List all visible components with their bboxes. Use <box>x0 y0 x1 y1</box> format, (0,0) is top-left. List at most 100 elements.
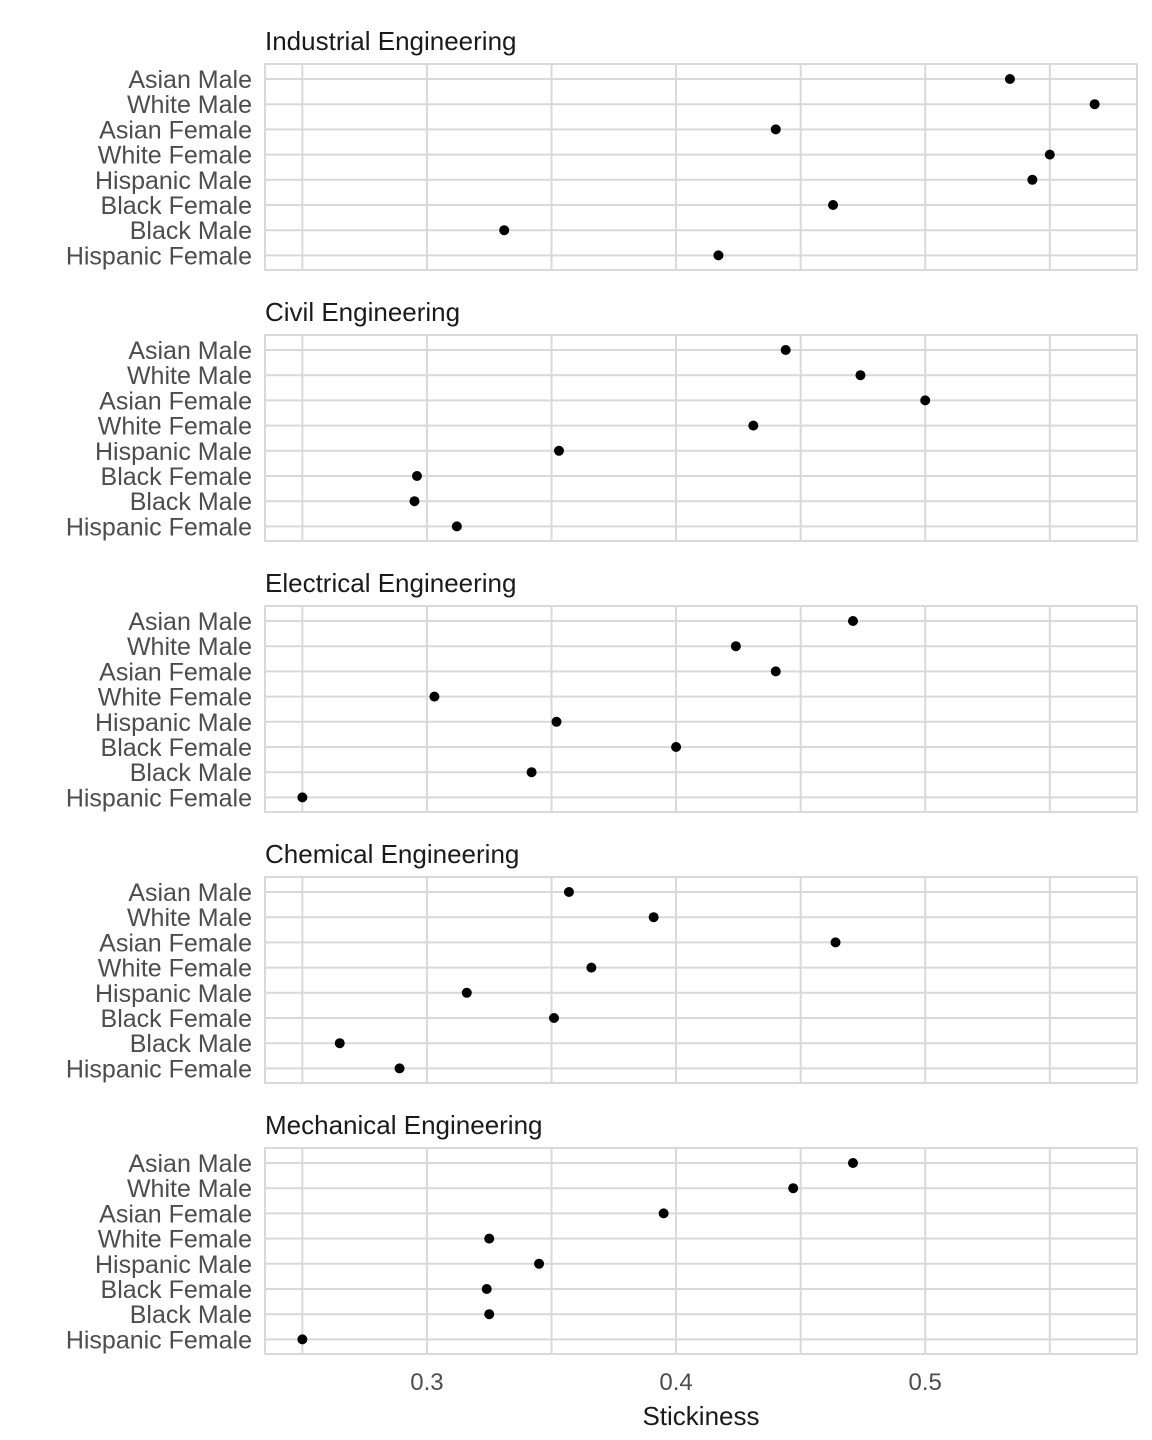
panel-title: Mechanical Engineering <box>265 1110 543 1140</box>
data-point <box>847 616 858 626</box>
category-label: Asian Male <box>128 608 252 636</box>
data-point <box>713 250 724 261</box>
category-label: White Male <box>127 1175 252 1203</box>
category-label: Black Female <box>101 192 252 220</box>
data-point <box>297 792 308 803</box>
category-label: Hispanic Male <box>95 167 252 195</box>
panel-frame <box>264 334 1138 542</box>
data-point <box>1044 149 1055 160</box>
panel-title: Chemical Engineering <box>265 839 519 869</box>
category-label: White Female <box>98 413 252 441</box>
category-label: Asian Male <box>128 337 252 365</box>
data-point <box>411 471 422 481</box>
panel-title: Industrial Engineering <box>265 26 517 56</box>
category-label: Hispanic Female <box>66 784 252 812</box>
category-label: Hispanic Male <box>95 709 252 737</box>
panel-title: Electrical Engineering <box>265 568 516 598</box>
data-point <box>429 691 440 702</box>
data-point <box>484 1233 495 1244</box>
category-label: Hispanic Female <box>66 513 252 541</box>
category-label: Black Female <box>101 734 252 762</box>
category-label: White Male <box>127 633 252 661</box>
category-label: Asian Female <box>99 929 252 957</box>
category-label: Black Female <box>101 1005 252 1033</box>
category-label: White Female <box>98 142 252 170</box>
category-label: Hispanic Female <box>66 242 252 270</box>
data-point <box>534 1258 545 1269</box>
data-point <box>671 742 682 752</box>
x-tick-label: 0.4 <box>659 1369 692 1396</box>
data-point <box>297 1334 308 1345</box>
category-label: Black Female <box>101 463 252 491</box>
data-point <box>394 1063 405 1074</box>
data-point <box>451 521 462 532</box>
data-point <box>461 987 472 998</box>
data-point <box>648 912 659 923</box>
data-point <box>1027 174 1038 185</box>
data-point <box>770 666 781 677</box>
x-axis: 0.3 0.4 0.5 <box>410 1369 942 1396</box>
data-point <box>770 124 781 135</box>
category-label: Black Female <box>101 1276 252 1304</box>
category-label: White Male <box>127 904 252 932</box>
data-point <box>780 345 791 355</box>
data-point <box>409 496 420 507</box>
data-point <box>847 1158 858 1168</box>
panel-frame <box>264 605 1138 813</box>
x-tick-label: 0.5 <box>909 1369 942 1396</box>
category-label: White Female <box>98 684 252 712</box>
data-point <box>481 1284 492 1294</box>
category-label: Black Male <box>130 759 252 787</box>
category-label: Asian Female <box>99 1200 252 1228</box>
category-label: Asian Female <box>99 658 252 686</box>
category-label: Asian Male <box>128 66 252 94</box>
data-point <box>586 962 597 973</box>
category-label: Black Male <box>130 1301 252 1329</box>
category-label: Asian Female <box>99 387 252 415</box>
data-point <box>748 420 759 431</box>
data-point <box>334 1038 345 1049</box>
category-label: White Female <box>98 1226 252 1254</box>
panel-title: Civil Engineering <box>265 297 460 327</box>
panel-frame <box>264 1147 1138 1355</box>
x-axis-title: Stickiness <box>642 1401 759 1431</box>
category-label: Asian Male <box>128 879 252 907</box>
category-label: White Male <box>127 362 252 390</box>
data-point <box>1089 99 1100 110</box>
category-label: Asian Female <box>99 116 252 144</box>
data-point <box>549 1013 560 1023</box>
data-point <box>551 716 562 727</box>
data-point <box>828 200 839 210</box>
category-label: Hispanic Male <box>95 1251 252 1279</box>
data-point <box>563 887 574 897</box>
panel-frame <box>264 876 1138 1084</box>
data-point <box>855 370 866 381</box>
category-label: White Male <box>127 91 252 119</box>
data-point <box>658 1208 669 1219</box>
data-point <box>830 937 841 948</box>
panel-frame <box>264 63 1138 271</box>
category-label: Black Male <box>130 1030 252 1058</box>
data-point <box>788 1183 799 1194</box>
category-label: Hispanic Female <box>66 1326 252 1354</box>
data-point <box>920 395 931 406</box>
data-point <box>499 225 510 236</box>
category-label: Black Male <box>130 217 252 245</box>
category-label: Black Male <box>130 488 252 516</box>
category-label: Hispanic Male <box>95 438 252 466</box>
x-tick-label: 0.3 <box>410 1369 443 1396</box>
category-label: Asian Male <box>128 1150 252 1178</box>
data-point <box>484 1309 495 1320</box>
data-point <box>730 641 741 652</box>
data-point <box>553 445 564 456</box>
category-label: Hispanic Female <box>66 1055 252 1083</box>
category-label: Hispanic Male <box>95 980 252 1008</box>
category-label: White Female <box>98 955 252 983</box>
data-point <box>526 767 537 778</box>
